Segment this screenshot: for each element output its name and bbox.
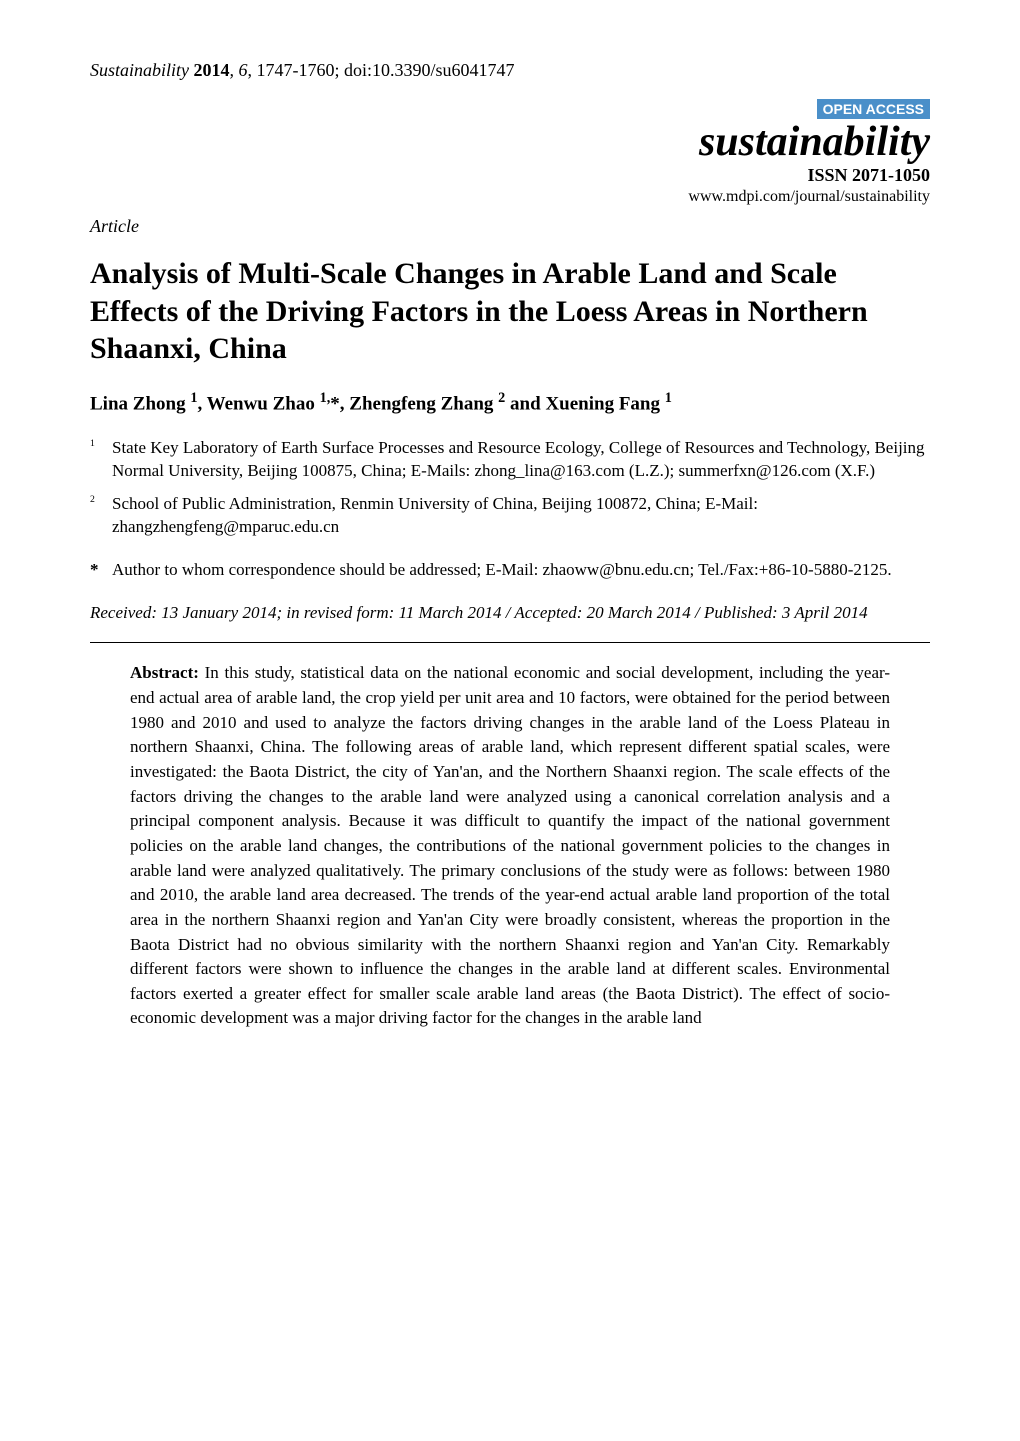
header-sep1: , xyxy=(230,60,239,80)
masthead: OPEN ACCESS sustainability ISSN 2071-105… xyxy=(90,99,930,206)
author-4-aff: 1 xyxy=(665,390,672,406)
author-sep-1: , xyxy=(197,393,206,414)
corresponding-marker: * xyxy=(90,559,112,582)
author-list: Lina Zhong 1, Wenwu Zhao 1,*, Zhengfeng … xyxy=(90,390,930,415)
publication-dates: Received: 13 January 2014; in revised fo… xyxy=(90,602,930,625)
author-sep-3: and xyxy=(505,393,545,414)
corresponding-author: * Author to whom correspondence should b… xyxy=(90,559,930,582)
affiliation-2: 2 School of Public Administration, Renmi… xyxy=(90,493,930,539)
header-sep2: , xyxy=(248,60,257,80)
running-header: Sustainability 2014, 6, 1747-1760; doi:1… xyxy=(90,60,930,81)
affiliation-1-text: State Key Laboratory of Earth Surface Pr… xyxy=(112,437,930,483)
paper-title: Analysis of Multi-Scale Changes in Arabl… xyxy=(90,255,930,368)
author-3: Zhengfeng Zhang xyxy=(349,393,498,414)
author-1: Lina Zhong xyxy=(90,393,190,414)
header-pages: 1747-1760 xyxy=(257,60,335,80)
issn: ISSN 2071-1050 xyxy=(90,165,930,186)
abstract-label: Abstract: xyxy=(130,663,199,682)
author-2-star: * xyxy=(330,393,340,414)
separator-rule xyxy=(90,642,930,643)
header-sep3: ; xyxy=(335,60,345,80)
affiliations: 1 State Key Laboratory of Earth Surface … xyxy=(90,437,930,539)
corresponding-text: Author to whom correspondence should be … xyxy=(112,559,930,582)
affiliation-1-marker: 1 xyxy=(90,437,112,483)
header-volume: 6 xyxy=(239,60,248,80)
open-access-badge: OPEN ACCESS xyxy=(817,99,930,119)
journal-url: www.mdpi.com/journal/sustainability xyxy=(90,188,930,206)
journal-title: sustainability xyxy=(90,121,930,163)
affiliation-2-text: School of Public Administration, Renmin … xyxy=(112,493,930,539)
article-type: Article xyxy=(90,216,930,237)
author-2-aff: 1, xyxy=(320,390,331,406)
header-year: 2014 xyxy=(194,60,230,80)
header-doi: doi:10.3390/su6041747 xyxy=(344,60,515,80)
affiliation-2-marker: 2 xyxy=(90,493,112,539)
abstract-body: In this study, statistical data on the n… xyxy=(130,663,890,1027)
author-sep-2: , xyxy=(340,393,350,414)
affiliation-1: 1 State Key Laboratory of Earth Surface … xyxy=(90,437,930,483)
author-4: Xuening Fang xyxy=(545,393,664,414)
author-2: Wenwu Zhao xyxy=(207,393,320,414)
header-journal: Sustainability xyxy=(90,60,189,80)
abstract: Abstract: In this study, statistical dat… xyxy=(90,661,930,1031)
